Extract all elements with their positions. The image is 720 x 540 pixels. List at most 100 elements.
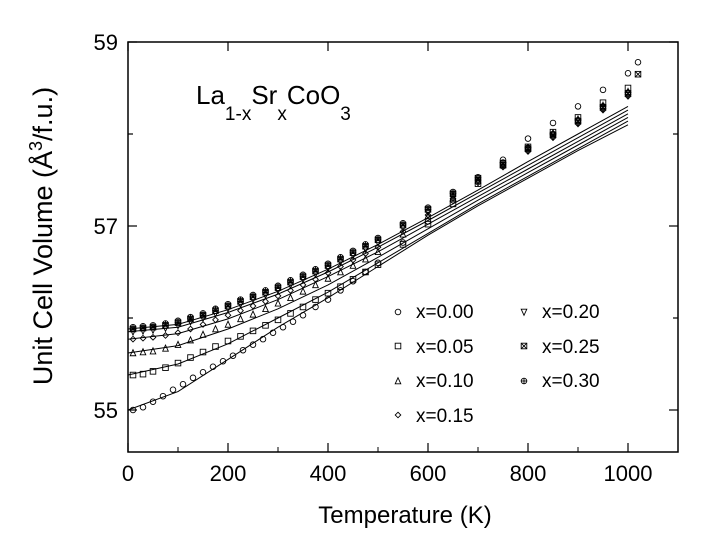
- legend-label-x000: x=0.00: [416, 302, 474, 323]
- data-point-series1-7: [212, 343, 219, 350]
- legend-label-x025: x=0.25: [542, 337, 600, 358]
- data-point-series6-19: [362, 241, 369, 248]
- data-point-series6-3: [162, 320, 169, 327]
- data-point-series2-19: [361, 254, 370, 263]
- legend-label-x010: x=0.10: [416, 371, 474, 392]
- plot-frame: [127, 41, 679, 453]
- data-point-series1-20: [374, 261, 382, 268]
- formula-sr: Sr: [251, 80, 277, 110]
- data-point-series2-15: [311, 280, 320, 289]
- data-point-series0-6: [189, 374, 197, 382]
- data-point-series0-1: [139, 403, 147, 411]
- fit-line-3: [127, 113, 629, 340]
- legend-symbol-2: [394, 376, 402, 385]
- data-point-series2-20: [374, 247, 382, 256]
- data-point-series6-22: [424, 204, 432, 211]
- data-point-series3-11: [262, 298, 269, 305]
- data-point-series2-9: [236, 314, 245, 323]
- data-point-series2-5: [186, 335, 195, 344]
- data-point-series2-14: [299, 286, 307, 295]
- data-point-series6-25: [499, 159, 507, 166]
- data-point-series0-13: [259, 335, 267, 343]
- axis-ticks: [127, 41, 678, 452]
- data-point-series3-10: [249, 302, 257, 310]
- data-point-series1-5: [187, 354, 194, 361]
- data-point-series5-31: [634, 70, 642, 78]
- data-point-series3-9: [237, 307, 244, 315]
- data-point-series2-2: [149, 346, 157, 355]
- data-point-series3-6: [199, 321, 207, 328]
- fit-line-1: [127, 120, 629, 376]
- data-point-series6-21: [399, 219, 407, 227]
- data-point-series0-11: [239, 346, 247, 354]
- data-point-series3-8: [224, 311, 232, 319]
- data-point-series6-5: [187, 313, 194, 321]
- data-point-series1-9: [237, 333, 244, 340]
- data-point-series6-10: [249, 291, 257, 299]
- x-tick-label-200: 200: [210, 461, 247, 486]
- data-point-series1-8: [224, 337, 232, 345]
- data-point-series2-13: [286, 293, 295, 302]
- data-point-series1-4: [174, 359, 182, 367]
- data-point-series0-8: [209, 363, 217, 371]
- data-point-series6-4: [174, 317, 182, 325]
- data-point-series3-22: [424, 211, 432, 219]
- data-point-series1-2: [149, 368, 157, 375]
- data-point-series1-10: [249, 327, 257, 335]
- fit-line-2: [127, 116, 629, 354]
- data-point-series0-4: [169, 386, 177, 394]
- data-point-series1-11: [262, 322, 269, 329]
- data-point-series3-4: [174, 329, 182, 337]
- fit-lines: [127, 105, 629, 411]
- data-point-series6-1: [139, 323, 147, 330]
- y-axis-title-superscript: 3: [26, 141, 46, 151]
- data-point-series0-16: [289, 318, 297, 325]
- data-point-series0-2: [149, 398, 157, 405]
- legend: x=0.00 x=0.05 x=0.10 x=0.15 x=0.20 x=0.2…: [394, 302, 600, 427]
- data-point-series6-17: [337, 254, 344, 261]
- data-point-series2-1: [139, 347, 147, 356]
- data-point-series0-29: [524, 135, 532, 142]
- data-point-series0-32: [599, 86, 607, 94]
- data-point-series3-7: [212, 316, 219, 324]
- data-point-series6-13: [287, 277, 294, 284]
- data-point-series6-30: [624, 89, 632, 96]
- fit-line-4: [127, 109, 629, 333]
- legend-symbol-3: [394, 411, 402, 419]
- data-point-series0-14: [269, 329, 277, 336]
- data-point-series2-11: [261, 304, 270, 313]
- data-point-series0-10: [229, 352, 237, 359]
- data-point-series3-3: [162, 332, 169, 339]
- data-point-series3-23: [449, 194, 457, 202]
- y-axis-title-units: /f.u.): [28, 87, 58, 141]
- data-point-series0-3: [159, 392, 167, 400]
- data-point-series0-19: [324, 296, 332, 303]
- formula-sub-x: x: [277, 104, 287, 125]
- data-point-series1-12: [274, 316, 282, 324]
- x-axis-title: Temperature (K): [318, 502, 491, 529]
- data-point-series1-19: [362, 268, 369, 276]
- data-point-series6-8: [224, 300, 232, 308]
- legend-symbol-5: [520, 342, 528, 350]
- data-point-series0-15: [279, 323, 287, 331]
- data-point-series3-14: [299, 281, 307, 289]
- data-point-series1-14: [299, 303, 307, 311]
- data-point-series6-0: [129, 323, 137, 331]
- data-point-series3-1: [139, 334, 147, 342]
- data-point-series3-21: [399, 228, 407, 235]
- data-point-series3-12: [274, 292, 282, 300]
- data-point-series1-0: [129, 371, 137, 379]
- y-tick-label-55: 55: [94, 398, 118, 423]
- data-point-series6-26: [524, 144, 532, 152]
- data-point-series3-19: [362, 250, 369, 258]
- data-point-series1-15: [312, 296, 319, 303]
- data-point-series6-18: [349, 247, 357, 255]
- tick-labels: 0 200 400 600 800 1000 55 57 59: [94, 30, 653, 486]
- legend-symbol-6: [520, 377, 528, 385]
- data-point-series6-9: [237, 296, 244, 303]
- data-point-series1-6: [199, 348, 207, 356]
- data-point-series6-15: [312, 265, 319, 273]
- data-point-series6-16: [324, 260, 332, 267]
- y-tick-label-59: 59: [94, 30, 118, 55]
